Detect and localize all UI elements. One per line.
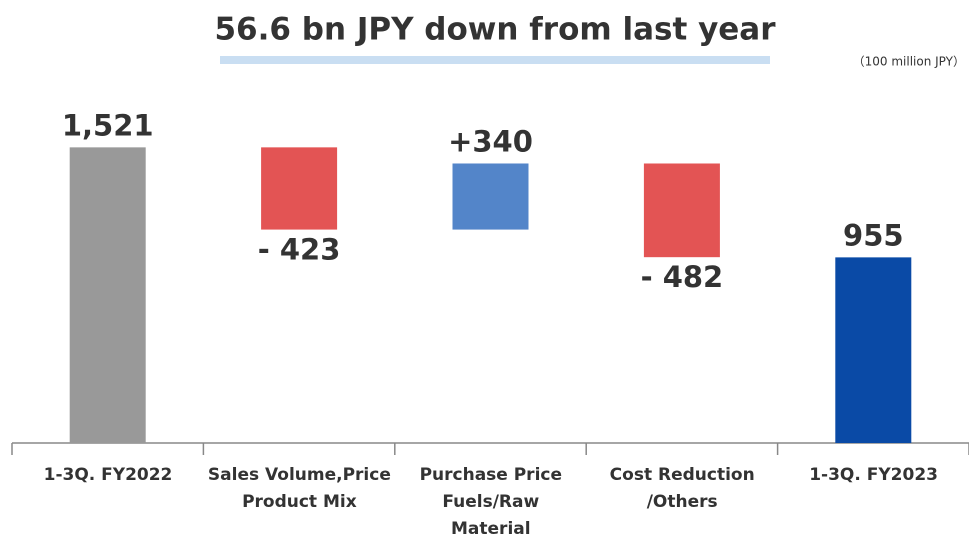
chart-title: 56.6 bn JPY down from last year: [214, 12, 776, 48]
bar: [69, 147, 146, 443]
value-label: - 482: [641, 260, 724, 294]
x-tick-label: Sales Volume,Price Product Mix: [207, 465, 391, 512]
x-tick-label: Cost Reduction /Others: [609, 465, 755, 512]
bar: [261, 147, 338, 230]
bar: [835, 257, 912, 443]
title-underline: [220, 56, 770, 64]
value-label: - 423: [258, 233, 341, 267]
x-tick-label: Purchase Price Fuels/Raw Material: [419, 465, 563, 537]
unit-label: （100 million JPY）: [853, 55, 965, 69]
bar: [643, 163, 720, 258]
x-tick-label: 1-3Q. FY2023: [809, 465, 938, 485]
value-label: 955: [843, 218, 904, 252]
value-label: +340: [448, 124, 533, 158]
x-tick-label: 1-3Q. FY2022: [43, 465, 173, 485]
value-label: 1,521: [62, 108, 154, 142]
bar: [452, 163, 529, 230]
